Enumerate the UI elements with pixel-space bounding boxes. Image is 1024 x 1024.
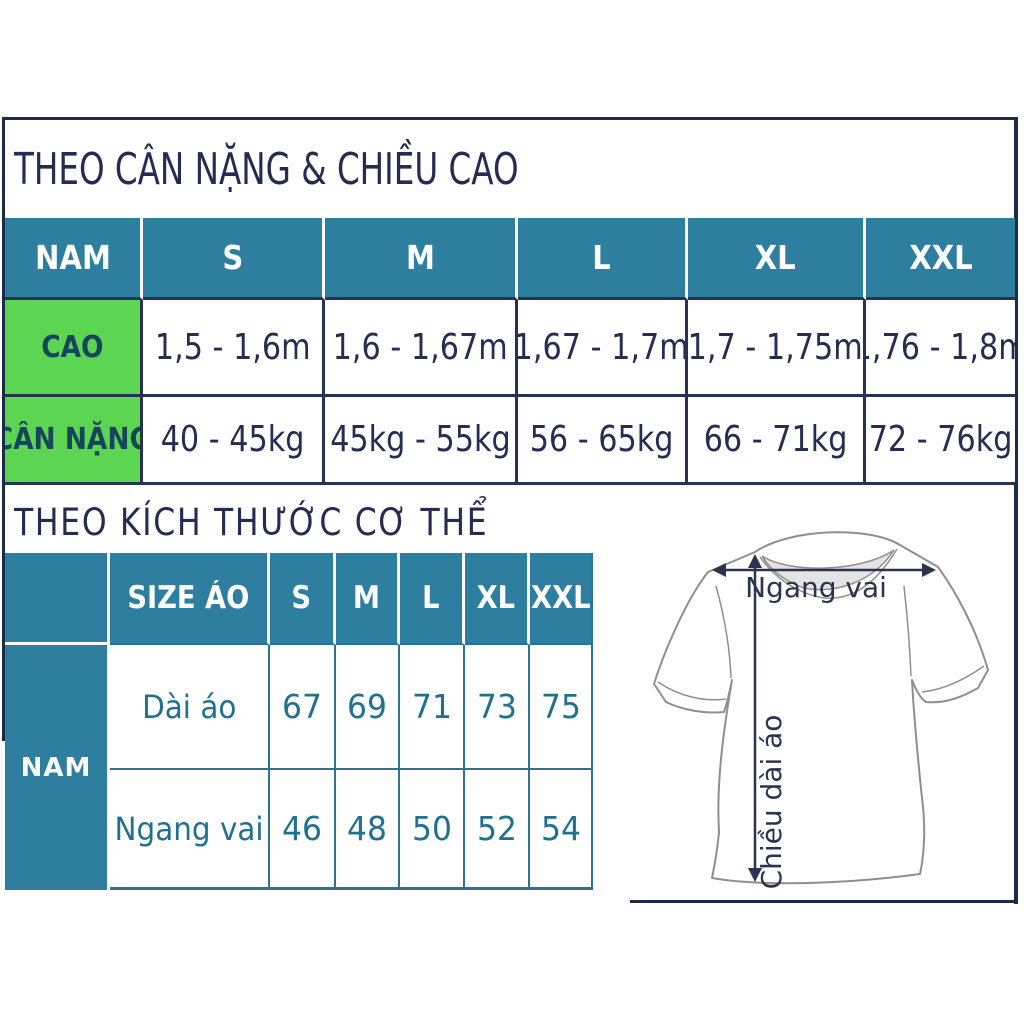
weight-height-table: NAM S M L XL XXL CAO 1,5 - 1,6m 1,6 - 1,…: [5, 218, 1015, 485]
column-header-s: S: [143, 218, 325, 300]
shoulder-value-s: 46: [270, 768, 336, 890]
frame-border-bottom: [630, 900, 1014, 903]
shoulder-value-l: 50: [400, 768, 465, 890]
column-header-xxl: XXL: [530, 553, 593, 645]
arrowhead-top: [748, 554, 762, 568]
corner-cell: [5, 553, 110, 645]
left-sleeve-seam: [715, 585, 732, 679]
arrowhead-left: [712, 563, 726, 577]
arrowhead-bottom: [748, 868, 762, 882]
height-value-xl: 1,7 - 1,75m: [688, 300, 866, 397]
weight-value-xl: 66 - 71kg: [688, 397, 866, 485]
weight-value-l: 56 - 65kg: [518, 397, 688, 485]
right-cuff-line: [921, 665, 985, 693]
tshirt-diagram: Ngang vai Chiều dài áo: [653, 531, 989, 890]
weight-value-s: 40 - 45kg: [143, 397, 325, 485]
frame-border-left: [2, 117, 5, 741]
length-value-xl: 73: [465, 645, 530, 768]
column-header-xl: XL: [465, 553, 530, 645]
right-sleeve-seam: [903, 585, 912, 677]
length-value-l: 71: [400, 645, 465, 768]
weight-value-xxl: 72 - 76kg: [866, 397, 1015, 485]
row-group-nam: NAM: [5, 645, 110, 890]
height-value-m: 1,6 - 1,67m: [325, 300, 518, 397]
section-title-body-size: THEO KÍCH THƯỚC CƠ THỂ: [14, 501, 489, 544]
length-value-m: 69: [336, 645, 400, 768]
tshirt-outline: [653, 531, 989, 885]
column-header-size-ao: SIZE ÁO: [110, 553, 270, 645]
shoulder-value-m: 48: [336, 768, 400, 890]
column-header-s: S: [270, 553, 336, 645]
shoulder-value-xl: 52: [465, 768, 530, 890]
column-header-m: M: [336, 553, 400, 645]
column-header-l: L: [518, 218, 688, 300]
length-value-xxl: 75: [530, 645, 593, 768]
body-size-table: SIZE ÁO S M L XL XXL NAM Dài áo 67 69 71…: [5, 553, 593, 890]
shoulder-width-label: Ngang vai: [745, 571, 887, 604]
row-label-shirt-length: Dài áo: [110, 645, 270, 768]
row-label-height: CAO: [5, 300, 143, 397]
arrowhead-right: [922, 563, 936, 577]
column-header-m: M: [325, 218, 518, 300]
left-cuff-line: [657, 681, 727, 701]
shirt-length-label: Chiều dài áo: [755, 715, 788, 890]
column-header-xl: XL: [688, 218, 866, 300]
weight-value-m: 45kg - 55kg: [325, 397, 518, 485]
column-header-xxl: XXL: [866, 218, 1015, 300]
length-value-s: 67: [270, 645, 336, 768]
column-header-l: L: [400, 553, 465, 645]
height-value-l: 1,67 - 1,7m: [518, 300, 688, 397]
frame-border-right: [1014, 117, 1018, 904]
section-title-weight-height: THEO CÂN NẶNG & CHIỀU CAO: [14, 144, 519, 195]
shoulder-value-xxl: 54: [530, 768, 593, 890]
row-label-shoulder-width: Ngang vai: [110, 768, 270, 890]
frame-border-top: [2, 117, 1018, 120]
column-header-nam: NAM: [5, 218, 143, 300]
row-label-weight: CÂN NẶNG: [5, 397, 143, 485]
height-value-xxl: 1,76 - 1,8m: [866, 300, 1015, 397]
height-value-s: 1,5 - 1,6m: [143, 300, 325, 397]
